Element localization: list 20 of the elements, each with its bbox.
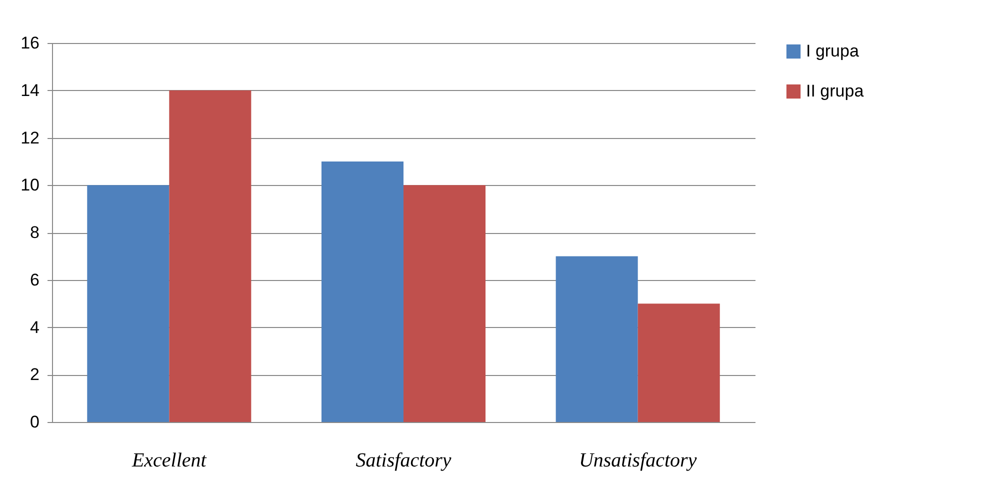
bar xyxy=(169,90,252,422)
y-tick-label: 12 xyxy=(20,128,40,148)
bar xyxy=(404,185,486,422)
legend-label: I grupa xyxy=(806,42,860,60)
x-tick-label: Unsatisfactory xyxy=(578,450,697,472)
y-tick-label: 16 xyxy=(20,34,40,52)
legend-label: II grupa xyxy=(806,82,864,100)
x-tick-label: Excellent xyxy=(130,450,207,472)
y-tick-label: 10 xyxy=(20,176,40,195)
y-tick-label: 2 xyxy=(30,365,40,384)
x-tick-label: Satisfactory xyxy=(356,450,452,472)
y-tick-label: 0 xyxy=(30,412,40,432)
bar xyxy=(321,161,404,422)
bar xyxy=(556,256,638,422)
y-tick-label: 4 xyxy=(30,318,40,337)
y-tick-label: 14 xyxy=(20,80,40,100)
bar xyxy=(87,185,170,422)
y-tick-label: 8 xyxy=(30,223,40,242)
y-tick-label: 6 xyxy=(30,270,40,290)
bar xyxy=(638,304,720,422)
